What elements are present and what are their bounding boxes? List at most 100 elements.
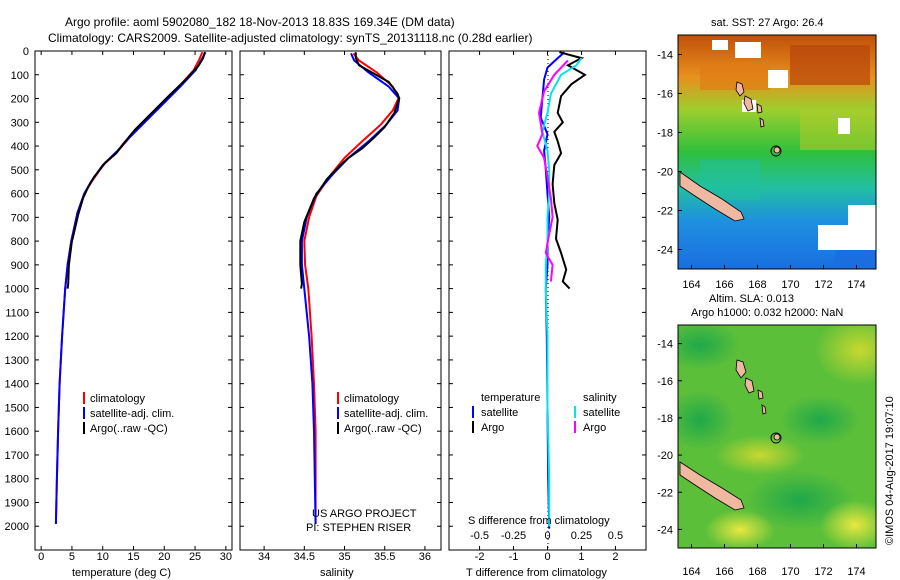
argo-position-marker — [770, 145, 782, 157]
map-lon-label: 172 — [814, 279, 832, 291]
s-tick-label: -0.25 — [501, 530, 526, 542]
map-lon-label: 174 — [847, 566, 865, 578]
x-tick-label: 25 — [189, 551, 201, 563]
sst-missing-data — [735, 42, 761, 58]
x-tick-label: 34.5 — [294, 551, 315, 563]
x-tick-label: 20 — [158, 551, 170, 563]
series-climatology — [54, 51, 204, 524]
map-lat-label: -20 — [657, 167, 673, 179]
map-lon-label: 164 — [682, 566, 700, 578]
temperature-series — [54, 51, 207, 524]
sst-map: sat. SST: 27 Argo: 26.4 — [657, 17, 877, 291]
legend-t-argo-label: Argo — [481, 422, 504, 434]
map-lon-label: 166 — [715, 566, 733, 578]
island-shape — [735, 359, 747, 379]
x-tick-label: 0 — [544, 551, 550, 563]
series-argo-raw-qc- — [299, 52, 401, 289]
depth-tick-label: 0 — [23, 46, 29, 58]
sla-map: Altim. SLA: 0.013 Argo h1000: 0.032 h200… — [657, 293, 877, 578]
map-lat-label: -24 — [657, 524, 673, 536]
depth-tick-label: 1300 — [5, 355, 29, 367]
depth-tick-label: 800 — [11, 236, 29, 248]
legend-climatology-label: climatology — [90, 393, 146, 405]
salinity-series — [299, 52, 401, 524]
x-tick-label: 34 — [258, 551, 270, 563]
island-shape — [743, 95, 754, 112]
sst-patch — [700, 62, 770, 90]
salinity-depth-ticks — [240, 50, 441, 527]
legend-t-satellite-label: satellite — [481, 407, 518, 419]
header-line-1: Argo profile: aoml 5902080_182 18-Nov-20… — [65, 15, 455, 29]
sst-missing-data — [768, 70, 788, 88]
s-tick-label: 0 — [544, 530, 550, 542]
sst-patch — [835, 250, 876, 269]
depth-tick-label: 600 — [11, 189, 29, 201]
salinity-axes-frame — [239, 50, 442, 551]
depth-tick-label: 1900 — [5, 497, 29, 509]
salinity-legend: climatology satellite-adj. clim. Argo(..… — [337, 392, 428, 435]
legend-temperature-header: temperature — [481, 392, 540, 404]
island-shape — [735, 81, 745, 97]
s-difference-label: S difference from climatology — [468, 515, 610, 527]
map-lat-label: -14 — [657, 339, 673, 351]
argo-position-marker — [770, 432, 782, 444]
x-tick-label: 35.5 — [374, 551, 395, 563]
sla-anomaly — [815, 325, 876, 385]
difference-legend: temperature salinity satellite satellite… — [472, 392, 620, 434]
map-lat-label: -20 — [657, 450, 673, 462]
legend-argo-label: Argo(..raw -QC) — [90, 423, 168, 435]
sst-missing-data — [712, 40, 728, 50]
depth-tick-label: 1400 — [5, 379, 29, 391]
depth-tick-label: 300 — [11, 117, 29, 129]
difference-x-axis: -2 -1 0 1 2 -0.5 -0.25 0 0.25 0.5 — [470, 51, 623, 563]
pi-credit: PI: STEPHEN RISER — [306, 522, 411, 534]
new-caledonia — [679, 171, 745, 222]
depth-tick-label: 200 — [11, 94, 29, 106]
island-shape — [756, 103, 763, 114]
x-tick-label: 0 — [38, 551, 44, 563]
series-climatology — [303, 52, 400, 524]
island-shape — [759, 117, 765, 128]
map-lon-label: 172 — [814, 566, 832, 578]
x-tick-label: 36 — [419, 551, 431, 563]
sla-anomaly — [678, 325, 740, 370]
depth-tick-label: 700 — [11, 212, 29, 224]
t-difference-label: T difference from climatology — [466, 567, 607, 579]
map-lat-label: -16 — [657, 376, 673, 388]
s-tick-label: 0.25 — [571, 530, 592, 542]
sla-map-title-2: Argo h1000: 0.032 h2000: NaN — [691, 307, 843, 319]
map-lat-label: -18 — [657, 413, 673, 425]
legend-climatology-label: climatology — [344, 393, 400, 405]
x-tick-label: 10 — [97, 551, 109, 563]
sst-missing-data — [818, 225, 876, 250]
x-tick-label: -1 — [509, 551, 519, 563]
x-tick-label: 15 — [127, 551, 139, 563]
map-lat-label: -24 — [657, 245, 673, 257]
depth-tick-label: 1600 — [5, 426, 29, 438]
map-lon-label: 166 — [715, 279, 733, 291]
sst-missing-data — [838, 118, 850, 134]
depth-tick-label: 2000 — [5, 521, 29, 533]
map-lon-label: 170 — [781, 566, 799, 578]
series-satellite-adj-clim- — [54, 51, 207, 524]
sla-anomaly — [715, 435, 805, 475]
sst-map-frame — [677, 34, 877, 270]
sla-anomaly — [780, 395, 860, 445]
island-shape — [773, 146, 781, 154]
sla-anomaly — [820, 500, 876, 548]
imos-credit: ©IMOS 04-Aug-2017 19:07:10 — [884, 396, 896, 545]
temperature-xlabel: temperature (deg C) — [72, 567, 171, 579]
series-s-argo — [536, 59, 569, 282]
island-shape — [757, 389, 764, 400]
temperature-x-axis: 0 5 10 15 20 25 30 — [38, 51, 232, 563]
s-tick-label: 0.5 — [608, 530, 623, 542]
salinity-xlabel: salinity — [320, 567, 354, 579]
difference-depth-ticks — [449, 50, 646, 527]
depth-tick-label: 400 — [11, 141, 29, 153]
x-tick-label: 30 — [220, 551, 232, 563]
map-lon-label: 174 — [847, 279, 865, 291]
depth-tick-label: 1200 — [5, 331, 29, 343]
legend-satellite-label: satellite-adj. clim. — [90, 408, 174, 420]
depth-axis: 0 100 200 300 400 500 600 700 800 900 1000 1100 1200… — [5, 46, 232, 533]
